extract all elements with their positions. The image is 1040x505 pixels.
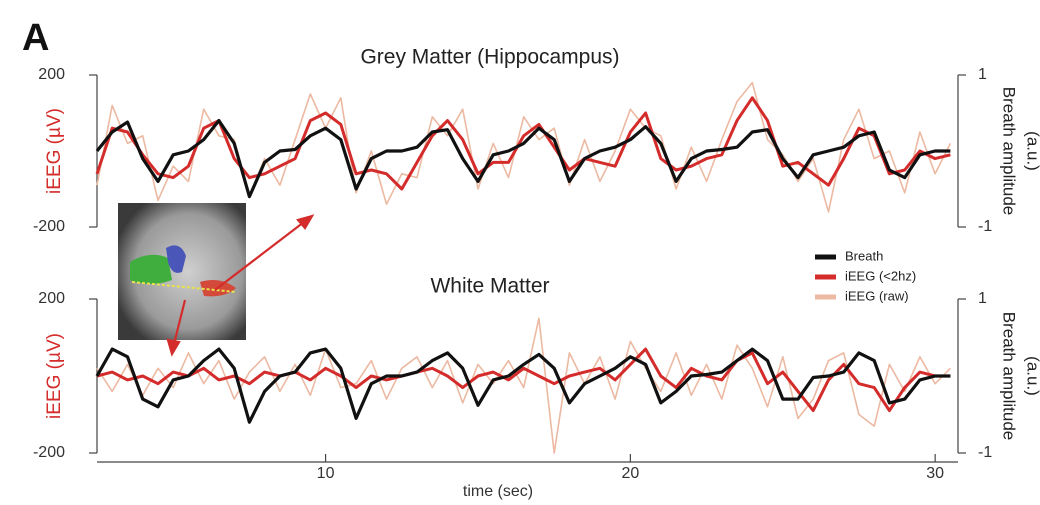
x-tick-label: 10 — [317, 465, 335, 482]
legend-label: iEEG (<2hz) — [845, 268, 916, 283]
x-axis-label: time (sec) — [463, 483, 533, 500]
x-tick-label: 20 — [621, 465, 639, 482]
panel-label: A — [22, 17, 49, 59]
chart-title: White Matter — [430, 275, 549, 298]
series-line — [95, 119, 951, 199]
y2-axis-label: (a.u.) — [1024, 356, 1040, 396]
y-axis-label: iEEG (µV) — [44, 333, 65, 419]
y2-tick-label: 1 — [978, 66, 987, 83]
y-tick-label: 200 — [38, 290, 65, 307]
y-tick-label: -200 — [33, 444, 65, 461]
y-axis-label: iEEG (µV) — [44, 108, 65, 194]
series-line — [96, 81, 952, 213]
series-line — [96, 347, 951, 413]
series-line — [95, 347, 951, 424]
y-tick-label: -200 — [33, 218, 65, 235]
y2-axis-label: (a.u.) — [1024, 131, 1040, 171]
y2-tick-label: -1 — [978, 218, 992, 235]
y-tick-label: 200 — [38, 66, 65, 83]
y2-axis-label: Breath amplitude — [1000, 312, 1019, 441]
brain-image — [118, 203, 246, 340]
arrows — [166, 214, 315, 357]
y2-tick-label: -1 — [978, 444, 992, 461]
legend-label: Breath — [845, 248, 883, 263]
x-tick-label: 30 — [926, 465, 944, 482]
chart-title: Grey Matter (Hippocampus) — [360, 46, 619, 69]
y2-tick-label: 1 — [978, 290, 987, 307]
y2-axis-label: Breath amplitude — [1000, 87, 1019, 216]
legend-label: iEEG (raw) — [845, 288, 909, 303]
